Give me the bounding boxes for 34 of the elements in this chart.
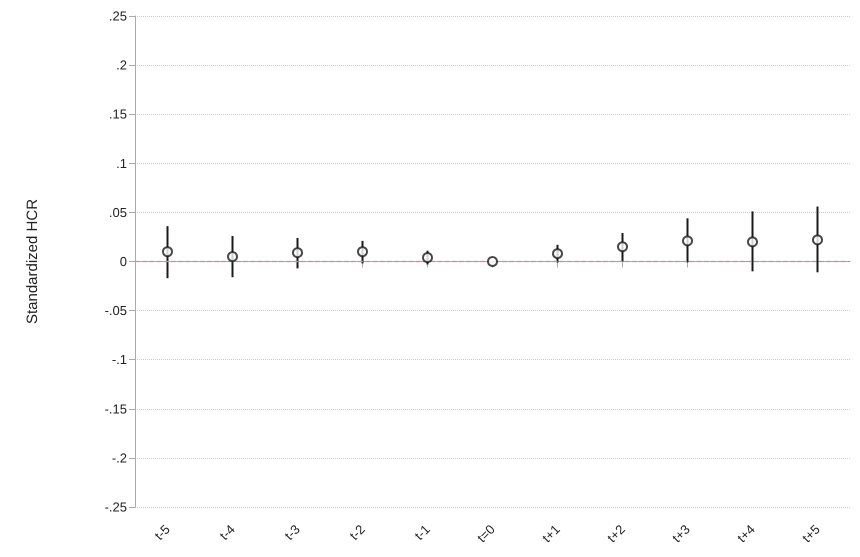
point bbox=[812, 234, 823, 246]
point bbox=[617, 241, 628, 252]
y-tick-label: -.05 bbox=[104, 303, 127, 318]
y-tick-label: -.2 bbox=[112, 450, 127, 466]
x-tick-label: t-2 bbox=[346, 522, 368, 544]
y-tick-label: -.25 bbox=[104, 500, 127, 514]
x-tick-label: t=0 bbox=[474, 522, 498, 546]
point bbox=[487, 256, 498, 267]
y-tick-label: .15 bbox=[108, 106, 127, 122]
y-tick-label: .25 bbox=[108, 8, 127, 24]
x-tick-label: t-5 bbox=[151, 522, 173, 544]
x-tick-label: t-3 bbox=[281, 522, 303, 544]
y-tick-label: -.1 bbox=[112, 352, 127, 368]
x-tick-label: t+2 bbox=[604, 522, 628, 546]
x-tick-label: t+3 bbox=[669, 522, 693, 546]
x-tick-label: t+1 bbox=[539, 522, 563, 546]
y-tick-label: .2 bbox=[116, 58, 127, 73]
point bbox=[292, 247, 303, 258]
point bbox=[162, 246, 173, 258]
y-tick-label: -.15 bbox=[104, 401, 127, 416]
x-tick-label: t-4 bbox=[216, 522, 238, 544]
y-tick-label: .1 bbox=[116, 156, 127, 171]
y-tick-label: 0 bbox=[120, 254, 127, 269]
point bbox=[227, 251, 238, 262]
x-tick-label: t+4 bbox=[734, 522, 758, 546]
point bbox=[357, 246, 368, 258]
point bbox=[682, 235, 693, 246]
x-tick-label: t-1 bbox=[411, 522, 433, 544]
y-axis-title: Standardized HCR bbox=[24, 198, 41, 324]
x-tick-label: t+5 bbox=[799, 522, 823, 546]
point bbox=[552, 248, 563, 260]
y-tick-label: .05 bbox=[108, 204, 127, 220]
point bbox=[422, 252, 433, 264]
point bbox=[747, 236, 758, 248]
